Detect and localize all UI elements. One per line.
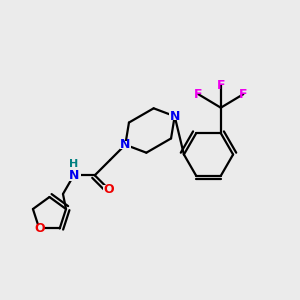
Text: O: O: [103, 183, 114, 196]
Bar: [169, 112, 180, 120]
Bar: [120, 140, 130, 149]
Bar: [35, 225, 44, 232]
Text: F: F: [194, 88, 202, 101]
Text: H: H: [69, 159, 78, 169]
Text: N: N: [169, 110, 180, 123]
Bar: [67, 170, 80, 181]
Text: N: N: [120, 138, 130, 151]
Text: O: O: [34, 222, 45, 235]
Text: F: F: [217, 79, 225, 92]
Text: N: N: [69, 169, 79, 182]
Text: F: F: [239, 88, 248, 101]
Bar: [103, 184, 115, 194]
